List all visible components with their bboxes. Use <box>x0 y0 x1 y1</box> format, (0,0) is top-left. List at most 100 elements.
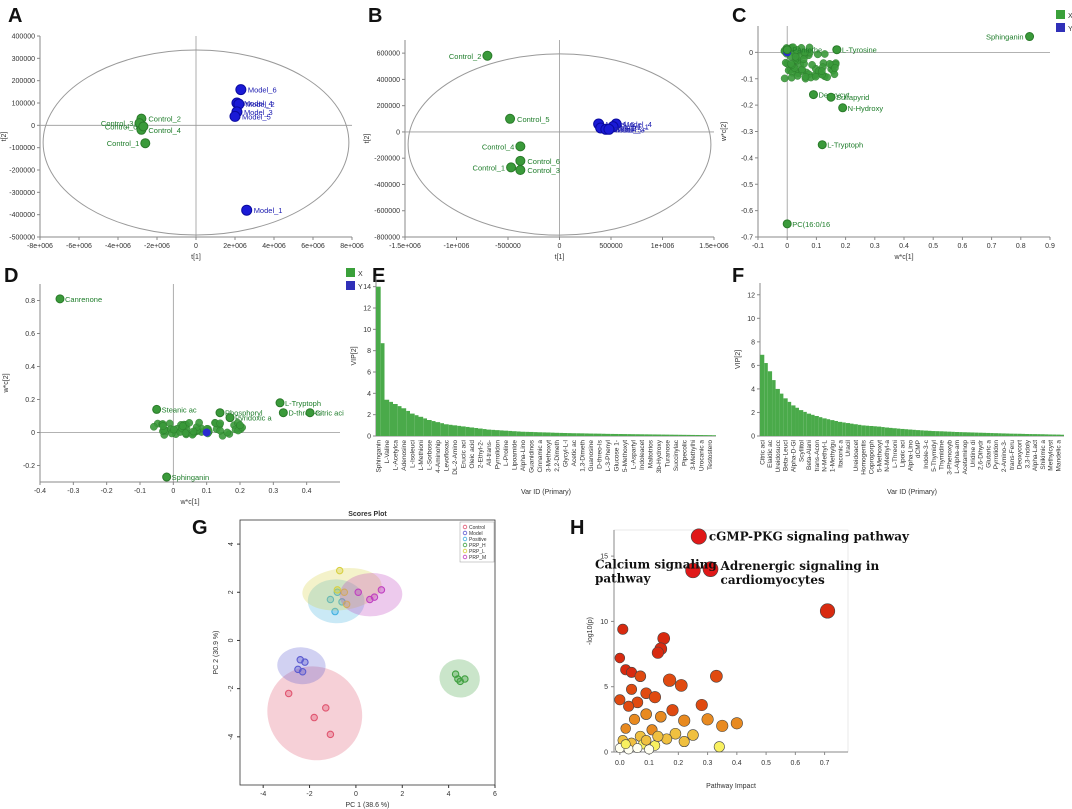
category-label: 3-Phenoxyb <box>946 440 953 475</box>
vip-bar <box>767 371 773 436</box>
x-axis-title: t[1] <box>555 254 565 261</box>
loading-point <box>791 52 800 61</box>
loading-point <box>801 72 810 81</box>
vip-bar <box>631 434 636 436</box>
category-label: Ureidoacet <box>853 440 860 472</box>
vip-bar <box>431 421 436 436</box>
y-tick-label: 4 <box>367 391 371 398</box>
x-tick-label: -0.1 <box>134 488 146 495</box>
category-label: L-Sorbose <box>427 440 434 470</box>
vip-bar <box>508 430 512 436</box>
x-tick-label: 0.3 <box>703 760 713 767</box>
y-tick-label: 2 <box>751 410 755 417</box>
y-tick-label: -400000 <box>9 212 35 219</box>
vip-bar <box>834 420 838 436</box>
y-tick-label: -200000 <box>9 168 35 175</box>
y-tick-label: -300000 <box>9 190 35 197</box>
score-point <box>140 138 151 149</box>
loading-point <box>826 92 836 102</box>
x-tick-label: 2 <box>400 791 404 798</box>
annotation-adrenergic-2: cardiomyocytes <box>721 573 825 587</box>
score-point-label: Model_2 <box>608 124 637 133</box>
vip-bar <box>764 363 768 436</box>
loading-point <box>162 472 172 482</box>
vip-bar <box>567 433 572 436</box>
category-label: 3,3-Indoly <box>1024 439 1031 468</box>
y-tick-label: -0.2 <box>23 463 35 470</box>
category-label: Homogentis <box>861 439 868 474</box>
y-tick-label: 0 <box>367 434 371 441</box>
score-point-label: Control_2 <box>148 115 181 124</box>
panel-label-a: A <box>8 5 22 27</box>
legend-swatch-y <box>1056 23 1065 32</box>
vip-bar <box>418 416 424 436</box>
vip-bar <box>1005 433 1010 436</box>
vip-bar <box>529 431 534 436</box>
category-label: Oleic acid <box>469 440 476 469</box>
x-tick-label: 0.5 <box>928 243 938 250</box>
vip-bar <box>978 432 983 436</box>
y-tick-label: 10 <box>600 619 608 626</box>
y-tick-label: -0.2 <box>741 103 753 110</box>
pathway-bubble <box>819 603 836 619</box>
vip-bar <box>512 431 517 436</box>
vip-bar <box>563 433 568 436</box>
loading-point <box>236 421 244 430</box>
vip-bar <box>682 434 687 436</box>
vip-bar <box>1013 433 1018 436</box>
vip-bar <box>546 432 551 436</box>
category-label: Alpha-Lino <box>520 440 527 471</box>
loading-point <box>215 408 225 418</box>
pathway-bubble <box>640 708 652 720</box>
confidence-ellipse <box>407 53 712 236</box>
y-tick-label: -500000 <box>9 235 35 242</box>
y-tick-label: 0 <box>751 434 755 441</box>
vip-bar <box>584 433 589 436</box>
x-tick-label: -500000 <box>495 243 521 250</box>
score-point-label: Model_3 <box>244 108 273 117</box>
category-label: Mandelic a <box>1056 440 1063 472</box>
x-tick-label: 0.2 <box>673 760 683 767</box>
x-tick-label: 0 <box>194 243 198 250</box>
panel-label-f: F <box>732 265 744 287</box>
vip-bar <box>993 433 999 436</box>
vip-bar <box>904 429 909 436</box>
vip-bar <box>440 423 444 436</box>
vip-bar <box>444 424 449 436</box>
y-axis-title: VIP[2] <box>351 346 358 365</box>
vip-bar <box>686 434 691 436</box>
score-point-fill <box>336 567 343 574</box>
legend-marker <box>462 542 468 548</box>
vip-bar <box>478 428 483 436</box>
pathway-bubble <box>623 700 635 712</box>
score-point <box>294 665 302 674</box>
category-label: Levofloxac <box>444 439 451 471</box>
vip-bar <box>787 401 792 436</box>
pathway-bubble <box>666 704 679 717</box>
pathway-bubble <box>617 623 629 635</box>
category-label: Methylcyst <box>1048 440 1055 471</box>
score-point-fill <box>302 659 308 665</box>
category-label: Glycyl-L-l <box>563 439 570 467</box>
loading-point <box>787 59 795 68</box>
score-point-label: Control_5 <box>517 115 550 124</box>
y-axis-title: w*c[2] <box>721 122 728 142</box>
vip-bar <box>826 419 831 436</box>
score-point-fill <box>462 676 468 682</box>
vip-bar <box>920 430 924 436</box>
vip-bar <box>798 410 804 436</box>
panel-c-loading-plot: -0.1 0 0.1 0.2 0.3 0.4 0.5 0.6 0.7 0.8 0.9 -0.7 -0.6… <box>721 10 1072 261</box>
panel-label-h: H <box>570 517 584 539</box>
category-label: L-Threoni <box>892 440 899 468</box>
vip-bar <box>966 432 971 436</box>
vip-bar <box>580 433 585 436</box>
vip-bar <box>699 435 704 436</box>
vip-bar <box>876 426 882 436</box>
category-label: Scyllitol <box>798 439 805 462</box>
x-axis-title: PC 1 (38.6 %) <box>346 802 390 809</box>
y-tick-label: 0 <box>604 750 608 757</box>
score-point-label: Control_4 <box>482 142 515 151</box>
legend-label: Control <box>469 525 485 531</box>
x-tick-label: 0.4 <box>302 488 312 495</box>
score-point-label: Model_4 <box>244 99 273 108</box>
